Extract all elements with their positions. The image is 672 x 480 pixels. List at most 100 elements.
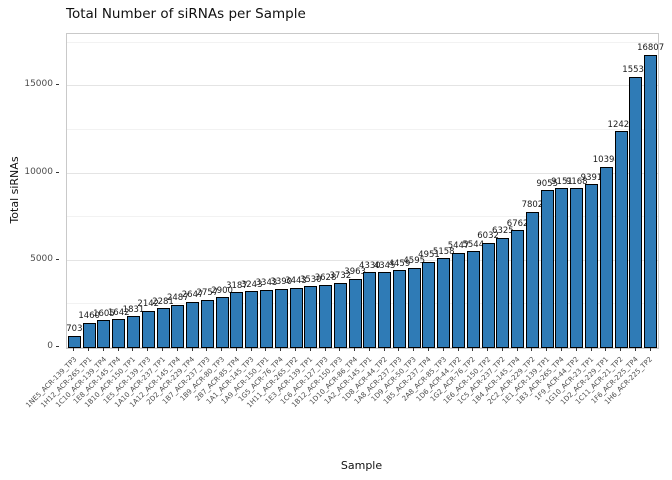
minor-gridline bbox=[67, 303, 658, 305]
bar bbox=[452, 252, 466, 348]
x-tick-mark bbox=[206, 348, 208, 351]
bar bbox=[422, 261, 436, 348]
plot-panel: 703 1460 1605 1642 1831 2142 2281 2487 2647 2757 2… bbox=[66, 33, 664, 349]
minor-gridline bbox=[67, 128, 658, 130]
y-tick-label: 5000 bbox=[30, 253, 53, 264]
bar-value-label: 703 bbox=[66, 324, 83, 335]
bar-value-label: 3243 bbox=[240, 279, 263, 290]
bar-value-label: 5158 bbox=[432, 246, 455, 257]
x-tick-mark bbox=[472, 348, 474, 351]
bar-value-label: 5447 bbox=[447, 241, 470, 252]
bar-value-label: 4951 bbox=[418, 250, 440, 261]
bar-value-label: 2142 bbox=[137, 299, 160, 310]
x-tick-mark bbox=[132, 348, 134, 351]
bar-value-label: 1642 bbox=[107, 307, 130, 318]
major-gridline bbox=[67, 172, 658, 174]
x-tick-mark bbox=[590, 348, 592, 351]
x-tick-mark bbox=[383, 348, 385, 351]
bar-value-label: 3343 bbox=[255, 278, 278, 289]
x-tick-mark bbox=[649, 348, 651, 351]
major-gridline bbox=[67, 85, 658, 87]
bar-value-label: 3732 bbox=[329, 271, 352, 282]
x-tick-mark bbox=[265, 348, 267, 351]
bar-value-label: 4330 bbox=[359, 260, 381, 271]
bar bbox=[407, 267, 421, 348]
x-tick-mark bbox=[117, 348, 119, 351]
bar bbox=[585, 184, 598, 348]
bar-value-label: 9055 bbox=[536, 178, 559, 189]
bar bbox=[156, 308, 170, 348]
bar bbox=[437, 258, 451, 348]
major-gridline bbox=[67, 259, 658, 261]
x-tick-mark bbox=[560, 348, 562, 351]
bar bbox=[466, 251, 480, 348]
x-axis-title: Sample bbox=[340, 459, 383, 472]
bar bbox=[126, 316, 140, 348]
bar-value-label: 15536 bbox=[622, 65, 650, 76]
bar bbox=[171, 304, 185, 348]
x-tick-mark bbox=[575, 348, 577, 351]
x-tick-mark bbox=[442, 348, 444, 351]
bar bbox=[289, 287, 303, 348]
y-tick-label: 0 bbox=[47, 341, 53, 351]
bar-value-label: 2757 bbox=[196, 288, 219, 299]
bar-value-label: 4459 bbox=[388, 258, 411, 269]
bar-value-label: 6325 bbox=[492, 226, 514, 237]
bar bbox=[304, 286, 318, 348]
y-tick-mark bbox=[56, 84, 59, 86]
x-tick-mark bbox=[457, 348, 459, 351]
x-tick-mark bbox=[191, 348, 193, 351]
bar bbox=[481, 242, 495, 348]
bar-value-label: 6032 bbox=[477, 231, 499, 242]
bar-value-label: 2900 bbox=[211, 285, 233, 296]
minor-gridline bbox=[67, 41, 658, 43]
x-tick-mark bbox=[531, 348, 533, 351]
bar bbox=[274, 288, 288, 348]
bar bbox=[629, 76, 643, 348]
bar-value-label: 6762 bbox=[506, 218, 529, 229]
bar bbox=[555, 188, 569, 348]
x-tick-mark bbox=[501, 348, 503, 351]
bar bbox=[378, 272, 392, 348]
x-tick-mark bbox=[295, 348, 296, 351]
x-tick-mark bbox=[309, 348, 311, 351]
x-tick-mark bbox=[102, 348, 104, 351]
bar-value-label: 2647 bbox=[181, 290, 204, 301]
bar-value-label: 1605 bbox=[93, 308, 115, 319]
bar bbox=[599, 166, 613, 348]
bar bbox=[614, 131, 628, 348]
x-tick-mark bbox=[88, 348, 90, 351]
bar bbox=[392, 270, 406, 348]
x-tick-mark bbox=[339, 348, 341, 351]
bar bbox=[333, 282, 347, 348]
x-tick-mark bbox=[605, 348, 607, 351]
bar-value-label: 2487 bbox=[166, 293, 189, 304]
x-tick-mark bbox=[398, 348, 400, 351]
x-axis: 1NE5_ACR-139_TP3 1H12_ACR-265_TP1 1C10_ACR… bbox=[24, 348, 657, 460]
bar-value-label: 5544 bbox=[462, 239, 485, 250]
bar bbox=[67, 335, 81, 348]
x-tick-mark bbox=[324, 348, 326, 351]
bar-value-label: 4345 bbox=[373, 260, 396, 271]
x-tick-mark bbox=[487, 348, 489, 351]
bar-value-label: 10394 bbox=[592, 155, 620, 166]
bar-value-label: 1460 bbox=[78, 311, 100, 322]
bar bbox=[644, 54, 658, 348]
bar-value-label: 9391 bbox=[580, 172, 603, 183]
bar-value-label: 7802 bbox=[521, 200, 544, 211]
x-tick-mark bbox=[250, 348, 252, 351]
bar bbox=[200, 299, 214, 348]
bar bbox=[215, 297, 229, 348]
x-tick-mark bbox=[280, 348, 282, 351]
bar bbox=[97, 320, 111, 348]
chart-title: Total Number of siRNAs per Sample bbox=[66, 6, 306, 22]
x-tick-mark bbox=[235, 348, 237, 351]
bar bbox=[525, 211, 539, 348]
bar-value-label: 3628 bbox=[314, 273, 337, 284]
y-axis: 0 5000 10000 15000 bbox=[0, 33, 64, 351]
bar-value-label: 3390 bbox=[270, 277, 293, 288]
bar-value-label: 3443 bbox=[285, 276, 307, 287]
y-tick-mark bbox=[56, 258, 59, 260]
x-tick-mark bbox=[221, 348, 223, 351]
